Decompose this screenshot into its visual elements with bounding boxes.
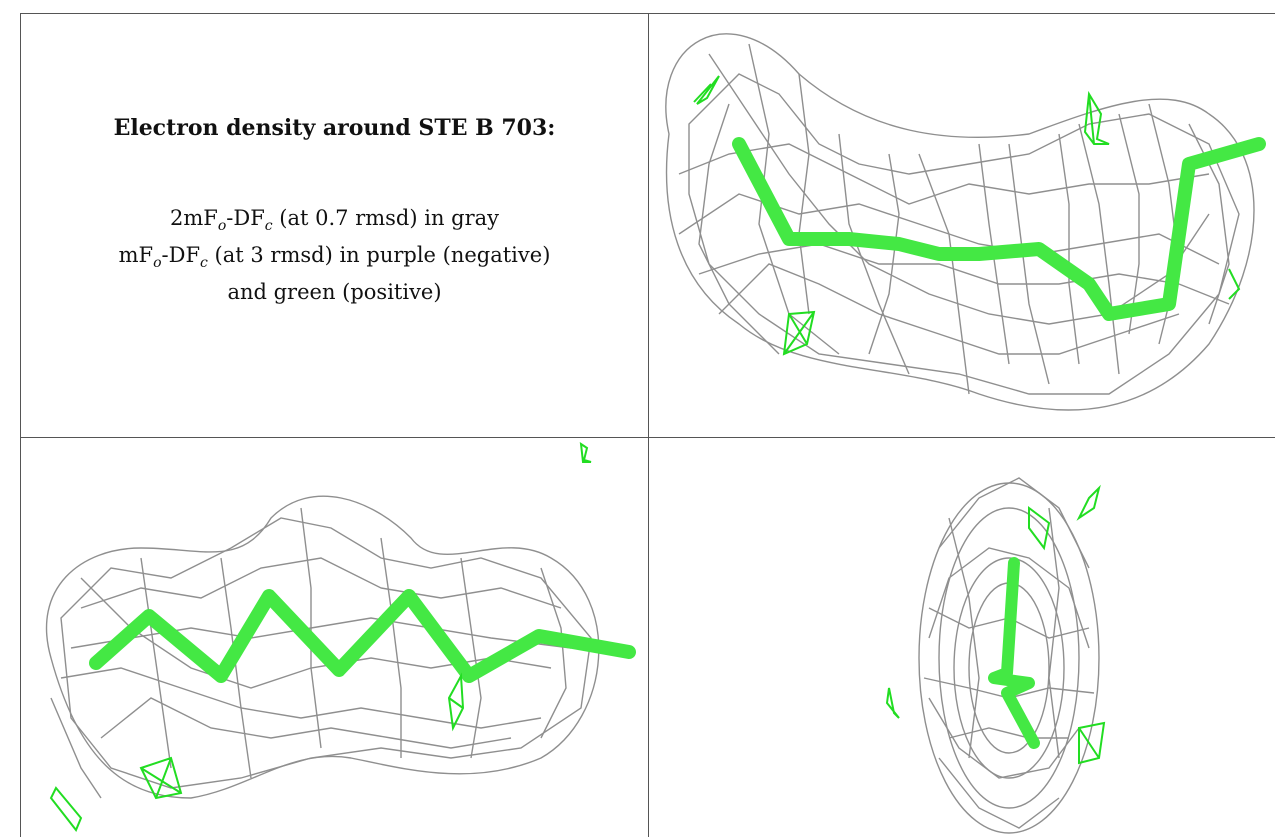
caption-description: 2mFo-DFc (at 0.7 rmsd) in gray mFo-DFc (…	[21, 204, 648, 307]
density-image-2	[45, 441, 636, 832]
positive-difference-density	[49, 441, 592, 832]
table-border-top	[20, 13, 1275, 14]
ligand-stick-model	[988, 557, 1040, 749]
ligand-stick-model	[732, 137, 1266, 321]
ligand-stick-model	[89, 589, 636, 683]
caption-title: Electron density around STE B 703:	[113, 115, 556, 141]
caption-line-2fo-fc: 2mFo-DFc (at 0.7 rmsd) in gray	[169, 206, 500, 235]
table-divider-horizontal	[20, 437, 1275, 438]
density-image-1	[665, 33, 1266, 411]
electron-density-mesh	[45, 495, 600, 799]
caption-cell: Electron density around STE B 703: 2mFo-…	[21, 14, 648, 437]
density-view-bottom-left	[21, 438, 648, 837]
table-divider-vertical	[648, 13, 649, 837]
density-view-bottom-right	[649, 438, 1275, 837]
density-image-3	[885, 477, 1106, 834]
caption-line-fo-fc: mFo-DFc (at 3 rmsd) in purple (negative)	[118, 243, 551, 272]
caption-line-positive: and green (positive)	[227, 280, 442, 305]
positive-difference-density	[693, 75, 1241, 356]
electron-density-mesh	[918, 477, 1100, 834]
positive-difference-density	[885, 484, 1106, 765]
density-view-top-right	[649, 14, 1275, 437]
electron-density-mesh	[665, 33, 1255, 411]
table-border-left	[20, 13, 21, 837]
